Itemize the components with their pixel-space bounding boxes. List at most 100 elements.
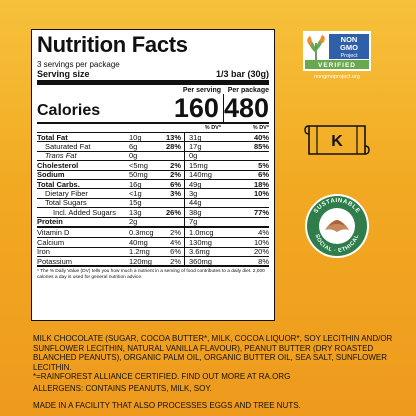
calories-per-package: 480 (223, 93, 269, 123)
calories-label: Calories (37, 102, 101, 119)
amount-per-serving: 0.3mcg (129, 228, 154, 238)
vitamin-row: Potassium 120mg 2% 360mg 8% (37, 256, 269, 266)
nutrient-rows: Total Fat 10g 13% 31g 40% Saturated Fat 6g 28% 1… (37, 132, 269, 226)
nutrient-row: Total Sugars 15g 44g (37, 197, 269, 208)
dv-per-serving: 2% (163, 170, 185, 179)
amount-per-package: 3.6mg (189, 247, 210, 257)
dv-footnote: * The % Daily Value (DV) tells you how m… (37, 265, 269, 281)
dv-per-serving (163, 151, 185, 161)
vitamin-rows: Vitamin D 0.3mcg 2% 1.0mcg 4% Calcium 40mg 4% 13… (37, 225, 269, 266)
nongmo-verified: VERIFIED (318, 62, 356, 69)
kosher-badge: K (303, 120, 371, 160)
kosher-scroll-icon: K (304, 125, 370, 155)
dv-per-serving: 13% (163, 133, 185, 142)
nutrient-name: Saturated Fat (45, 142, 91, 152)
nutrient-name: Cholesterol (37, 160, 79, 170)
amount-per-serving: <5mg (129, 160, 148, 170)
facility-text: MADE IN A FACILITY THAT ALSO PROCESSES E… (33, 401, 301, 410)
dv-per-serving: 3% (163, 189, 185, 198)
amount-per-serving: 1.2mg (129, 247, 150, 257)
rainforest-badge: SUSTAINABLE SOCIAL · ETHICAL (303, 192, 371, 260)
non-gmo-badge: NON GMO Project VERIFIED nongmoproject.o… (303, 31, 371, 85)
amount-per-package: 130mg (189, 238, 212, 247)
nutrient-name: Total Fat (37, 132, 68, 142)
dv-per-serving: 2% (163, 161, 185, 170)
amount-per-serving: 40mg (129, 238, 148, 247)
nongmo-url: nongmoproject.org (314, 74, 360, 80)
amount-per-serving: 15g (129, 198, 142, 208)
dv-label-package: % DV* (252, 125, 269, 131)
nutrient-name: Vitamin D (37, 228, 70, 238)
sustainable-frog-icon: SUSTAINABLE SOCIAL · ETHICAL (305, 194, 369, 258)
dv-per-package: 8% (258, 256, 269, 266)
dv-per-serving: 28% (163, 142, 185, 151)
nutrient-row: Saturated Fat 6g 28% 17g 85% (37, 141, 269, 152)
dv-per-serving: 26% (163, 208, 185, 217)
nutrient-row: Total Carbs. 16g 6% 49g 18% (37, 178, 269, 189)
amount-per-package: 49g (189, 179, 202, 189)
serving-size-row: Serving size 1/3 bar (30g) (37, 69, 269, 85)
dv-header: % DV* % DV* (37, 124, 269, 132)
nutrient-row: Dietary Fiber <1g 3% 3g 10% (37, 188, 269, 199)
nutrient-row: Protein 2g 7g (37, 216, 269, 227)
dv-per-package: 40% (253, 132, 269, 142)
nutrient-name: Protein (37, 217, 63, 227)
nongmo-text-3: Project (340, 53, 358, 59)
dv-per-serving: 6% (163, 180, 185, 189)
ingredients-list: MILK CHOCOLATE (SUGAR, COCOA BUTTER*, MI… (33, 334, 393, 382)
amount-per-package: 38g (189, 207, 202, 217)
dv-per-package: 85% (253, 142, 269, 152)
nutrient-name: Iron (37, 247, 50, 257)
nutrient-name: Total Carbs. (37, 179, 80, 189)
nutrient-row: Sodium 50mg 2% 140mg 6% (37, 169, 269, 180)
nutrient-row: Cholesterol <5mg 2% 15mg 5% (37, 160, 269, 170)
per-serving-label: Per serving (182, 87, 221, 94)
dv-label-serving: % DV* (204, 125, 221, 131)
nutrient-row: Total Fat 10g 13% 31g 40% (37, 132, 269, 142)
nongmo-text-1: NON (341, 35, 358, 44)
dv-per-package: 20% (253, 247, 269, 257)
dv-per-serving (163, 198, 185, 208)
amount-per-package: 44g (189, 198, 202, 208)
dv-per-package: 6% (258, 170, 269, 180)
kosher-letter: K (331, 133, 343, 150)
nutrient-row: Trans Fat 0g 0g (37, 150, 269, 161)
amount-per-serving: 120mg (129, 256, 152, 266)
amount-per-package: 0g (189, 151, 198, 161)
dv-per-serving: 2% (163, 227, 185, 238)
allergens-text: ALLERGENS: CONTAINS PEANUTS, MILK, SOY. (33, 384, 212, 393)
calories-row: Calories 160 480 (37, 94, 269, 124)
nutrition-facts-panel: Nutrition Facts 3 servings per package S… (31, 29, 275, 321)
amount-per-serving: 10g (129, 132, 142, 142)
dv-per-package: 10% (253, 189, 269, 199)
vitamin-row: Vitamin D 0.3mcg 2% 1.0mcg 4% (37, 227, 269, 238)
dv-per-package: 5% (258, 160, 269, 170)
dv-per-serving (163, 217, 185, 226)
amount-per-package: 17g (189, 142, 202, 152)
amount-per-package: 1.0mcg (189, 228, 214, 238)
nutrition-title: Nutrition Facts (37, 32, 188, 57)
rainforest-note: *=RAINFOREST ALLIANCE CERTIFIED. FIND OU… (33, 372, 291, 382)
dv-per-package: 18% (253, 179, 269, 189)
amount-per-package: 3g (189, 189, 198, 199)
amount-per-serving: 16g (129, 179, 142, 189)
dv-per-serving: 4% (163, 238, 185, 247)
amount-per-serving: 2g (129, 217, 138, 227)
nutrient-name: Calcium (37, 238, 65, 247)
dv-per-package: 10% (253, 238, 269, 247)
serving-size-label: Serving size (37, 69, 90, 79)
ingredients-text: MILK CHOCOLATE (SUGAR, COCOA BUTTER*, MI… (33, 334, 393, 372)
nutrient-name: Sodium (37, 170, 65, 180)
nutrient-name: Total Sugars (45, 198, 87, 208)
amount-per-serving: 0g (129, 151, 138, 161)
calories-per-serving: 160 (156, 94, 224, 122)
amount-per-package: 15mg (189, 160, 208, 170)
amount-per-package: 360mg (189, 256, 212, 266)
serving-size-value: 1/3 bar (30g) (215, 69, 269, 79)
dv-per-package: 77% (253, 207, 269, 217)
amount-per-package: 31g (189, 132, 202, 142)
amount-per-serving: 50mg (129, 170, 148, 180)
dv-per-serving: 6% (163, 247, 185, 256)
nutrient-row: Incl. Added Sugars 13g 26% 38g 77% (37, 207, 269, 217)
vitamin-row: Iron 1.2mg 6% 3.6mg 20% (37, 246, 269, 257)
